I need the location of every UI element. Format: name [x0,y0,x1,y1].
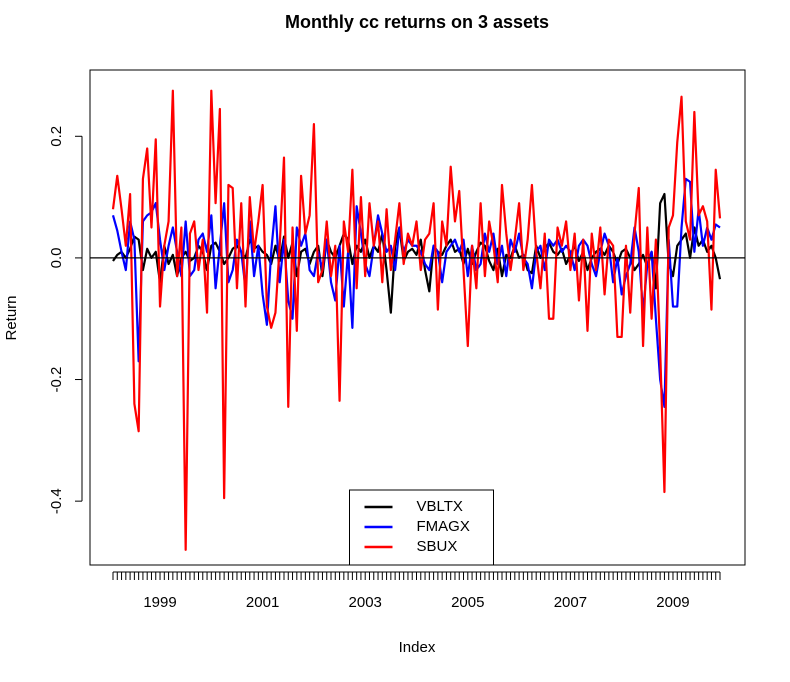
x-axis-label: Index [399,639,436,656]
legend-label: FMAGX [417,518,470,535]
x-tick-label: 2001 [246,594,279,611]
x-tick-label: 1999 [143,594,176,611]
series-line [111,177,721,408]
x-tick-label: 2009 [656,594,689,611]
legend-label: VBLTX [417,498,463,515]
y-tick-label: 0.0 [48,247,65,268]
x-tick-label: 2005 [451,594,484,611]
y-axis-label: Return [3,295,20,340]
series-line [112,192,722,314]
chart-title: Monthly cc returns on 3 assets [285,12,549,32]
x-tick-label: 2003 [349,594,382,611]
y-tick-label: -0.2 [48,367,65,393]
series-line [111,89,722,551]
y-tick-label: -0.4 [48,488,65,514]
x-tick-label: 2007 [554,594,587,611]
legend-label: SBUX [417,538,458,555]
y-tick-label: 0.2 [48,126,65,147]
